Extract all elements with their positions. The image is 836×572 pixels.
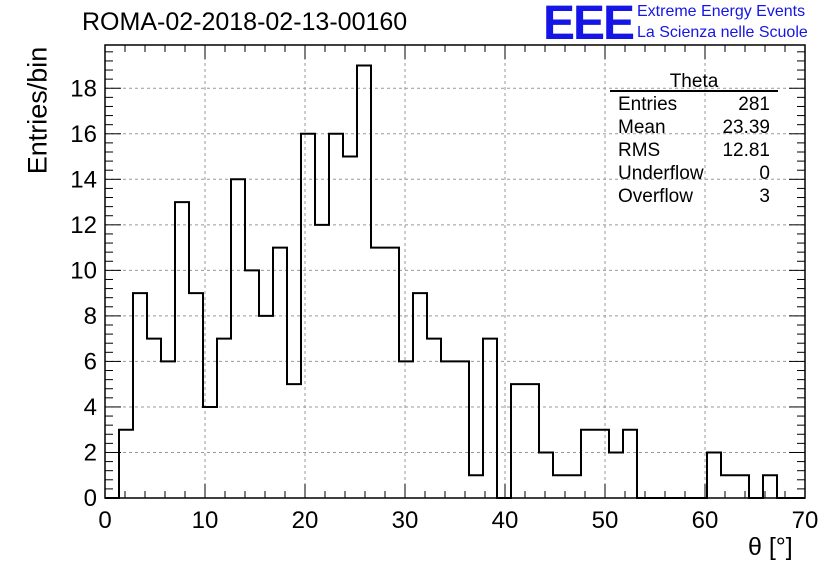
- eee-logo: EEE: [543, 0, 635, 50]
- histogram-bin: [371, 248, 385, 498]
- histogram-bin: [161, 361, 175, 498]
- y-tick-label: 4: [84, 394, 97, 421]
- histogram-bins: [119, 65, 777, 498]
- x-tick-label: 50: [592, 507, 619, 534]
- histogram-bin: [469, 475, 483, 498]
- x-tick-label: 0: [98, 507, 111, 534]
- histogram-bin: [427, 339, 441, 498]
- histogram-bin: [595, 430, 609, 498]
- stats-value: 12.81: [722, 140, 770, 161]
- stats-value: 23.39: [722, 117, 770, 138]
- stats-value: 0: [759, 163, 770, 184]
- histogram-bin: [357, 65, 371, 498]
- histogram-bin: [609, 452, 623, 498]
- histogram-bin: [455, 361, 469, 498]
- y-tick-label: 8: [84, 303, 97, 330]
- y-axis-ticks: 0 2 4 6 8 10 12 14 16 18: [70, 51, 805, 512]
- x-tick-label: 10: [192, 507, 219, 534]
- histogram-outline: [105, 64, 805, 499]
- histogram-bin: [385, 248, 399, 498]
- stats-label: Overflow: [618, 186, 693, 207]
- grid-lines: [105, 45, 805, 498]
- plot-title: ROMA-02-2018-02-13-00160: [82, 8, 408, 36]
- x-tick-label: 70: [792, 507, 819, 534]
- x-axis-ticks: 0 10 20 30 40 50 60 70: [98, 45, 818, 534]
- histogram-bin: [511, 384, 525, 498]
- y-tick-label: 16: [70, 121, 97, 148]
- histogram-bin: [273, 248, 287, 498]
- histogram-bin: [735, 475, 749, 498]
- histogram-bin: [343, 157, 357, 498]
- axes: [104, 44, 806, 499]
- stats-value: 3: [759, 186, 770, 207]
- histogram-bin: [413, 293, 427, 498]
- stats-value: 281: [738, 94, 770, 115]
- histogram-bin: [441, 361, 455, 498]
- histogram-bin: [217, 339, 231, 498]
- histogram-bin: [721, 475, 735, 498]
- y-tick-label: 2: [84, 439, 97, 466]
- y-tick-label: 10: [70, 257, 97, 284]
- stats-label: Underflow: [618, 163, 704, 184]
- histogram-bin: [567, 475, 581, 498]
- x-tick-label: 60: [692, 507, 719, 534]
- histogram-bin: [119, 430, 133, 498]
- y-tick-label: 14: [70, 166, 97, 193]
- x-tick-label: 30: [392, 507, 419, 534]
- histogram-bin: [147, 339, 161, 498]
- y-tick-label: 0: [84, 485, 97, 512]
- x-tick-label: 20: [292, 507, 319, 534]
- histogram-bin: [623, 430, 637, 498]
- stats-label: Entries: [618, 94, 677, 115]
- histogram-bin: [245, 270, 259, 498]
- histogram-bin: [287, 384, 301, 498]
- y-axis-label: Entries/bin: [22, 46, 53, 175]
- histogram-bin: [707, 452, 721, 498]
- y-tick-label: 18: [70, 75, 97, 102]
- histogram-bin: [231, 179, 245, 498]
- histogram-bin: [483, 339, 497, 498]
- x-tick-label: 40: [492, 507, 519, 534]
- stats-label: RMS: [618, 140, 660, 161]
- stats-label: Mean: [618, 117, 666, 138]
- histogram-bin: [539, 452, 553, 498]
- histogram-bin: [189, 293, 203, 498]
- histogram-bin: [525, 384, 539, 498]
- plot-frame: [104, 44, 806, 499]
- histogram-bin: [399, 361, 413, 498]
- histogram-bin: [133, 293, 147, 498]
- eee-tagline-1: Extreme Energy Events: [637, 3, 806, 20]
- eee-tagline-2: La Scienza nelle Scuole: [637, 24, 808, 41]
- stats-title: Theta: [670, 71, 719, 92]
- y-tick-label: 12: [70, 212, 97, 239]
- x-axis-label: θ [°]: [748, 533, 793, 561]
- histogram-bin: [581, 430, 595, 498]
- histogram-bin: [175, 202, 189, 498]
- y-tick-label: 6: [84, 348, 97, 375]
